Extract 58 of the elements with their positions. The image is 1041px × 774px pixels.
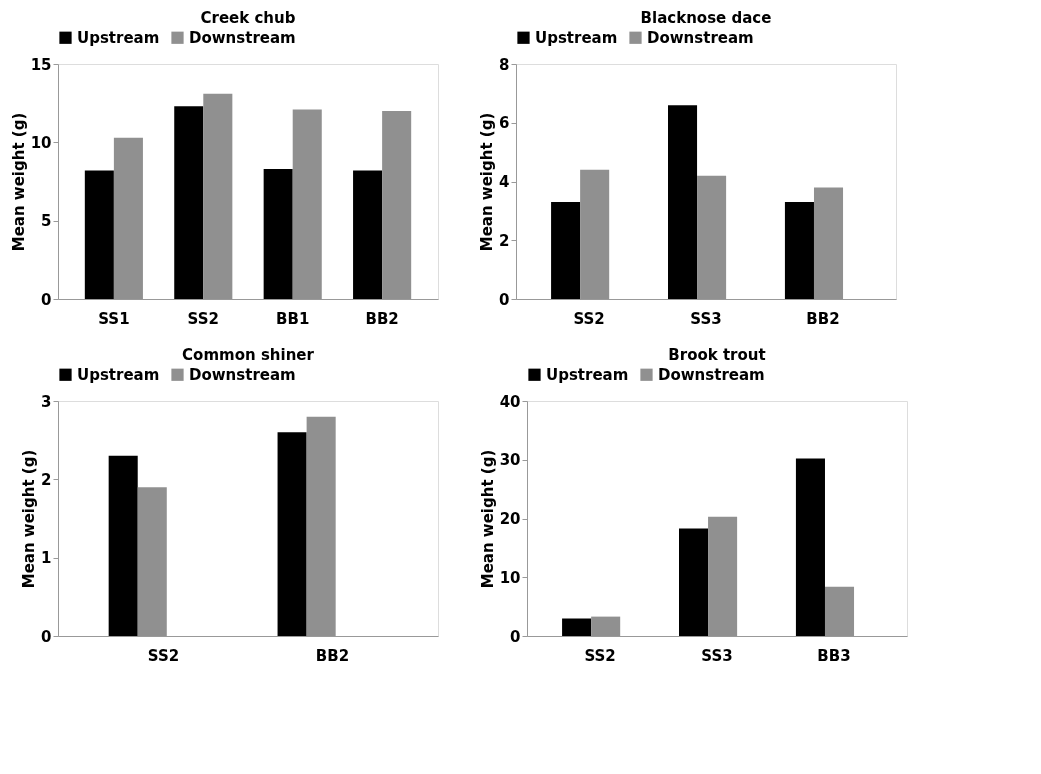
- x-tick-label: BB3: [817, 646, 851, 665]
- y-tick-label: 0: [41, 627, 52, 646]
- legend-label: Downstream: [658, 365, 765, 384]
- bar: [108, 455, 138, 636]
- x-tick-label: SS2: [573, 309, 605, 328]
- chart-title: Blacknose dace: [640, 9, 772, 27]
- x-tick-label: SS3: [701, 646, 733, 665]
- bar: [353, 170, 383, 299]
- bar: [668, 105, 698, 299]
- bar: [277, 432, 307, 636]
- y-tick-label: 0: [510, 627, 521, 646]
- x-tick-label: SS1: [98, 309, 130, 328]
- y-tick-label: 3: [41, 392, 52, 411]
- y-tick-label: 10: [499, 568, 521, 587]
- y-tick-label: 20: [499, 510, 521, 528]
- legend-label: Upstream: [77, 365, 160, 384]
- x-tick-label: BB2: [806, 309, 840, 328]
- chart-title: Common shiner: [182, 346, 315, 364]
- y-tick-label: 0: [41, 290, 52, 309]
- y-tick-label: 10: [30, 133, 52, 152]
- x-tick-label: SS2: [187, 309, 219, 328]
- y-tick-label: 8: [499, 55, 510, 74]
- y-axis-title: Mean weight (g): [478, 449, 497, 589]
- y-tick-label: 6: [499, 114, 510, 133]
- legend-label: Upstream: [546, 365, 629, 384]
- chart-title: Creek chub: [200, 9, 296, 27]
- legend-label: Downstream: [647, 28, 754, 47]
- x-tick-label: SS2: [584, 646, 616, 665]
- bar: [551, 202, 581, 299]
- x-tick-label: SS2: [147, 646, 180, 665]
- chart-title: Brook trout: [668, 346, 766, 364]
- y-axis-title: Mean weight (g): [20, 449, 39, 589]
- legend-label: Downstream: [189, 365, 296, 384]
- y-axis-title: Mean weight (g): [478, 112, 497, 252]
- x-tick-label: BB2: [315, 646, 350, 665]
- bar: [562, 618, 592, 636]
- bar: [679, 528, 709, 636]
- y-tick-label: 2: [41, 470, 52, 489]
- y-axis-title: Mean weight (g): [9, 112, 28, 252]
- bar: [795, 458, 825, 636]
- x-tick-label: BB2: [365, 309, 399, 328]
- y-tick-label: 2: [499, 231, 510, 250]
- y-tick-label: 15: [30, 55, 52, 74]
- y-tick-label: 40: [499, 392, 521, 411]
- legend-label: Upstream: [535, 28, 618, 47]
- bar: [263, 168, 293, 299]
- bar: [174, 106, 204, 299]
- y-tick-label: 5: [41, 212, 52, 231]
- bar: [84, 170, 114, 299]
- y-tick-label: 0: [499, 290, 510, 309]
- y-tick-label: 30: [499, 451, 521, 470]
- legend-label: Upstream: [77, 28, 160, 47]
- x-tick-label: SS3: [690, 309, 722, 328]
- bar: [784, 202, 814, 299]
- y-tick-label: 4: [499, 173, 510, 191]
- x-tick-label: BB1: [276, 309, 310, 328]
- legend-label: Downstream: [189, 28, 296, 47]
- y-tick-label: 1: [41, 549, 52, 568]
